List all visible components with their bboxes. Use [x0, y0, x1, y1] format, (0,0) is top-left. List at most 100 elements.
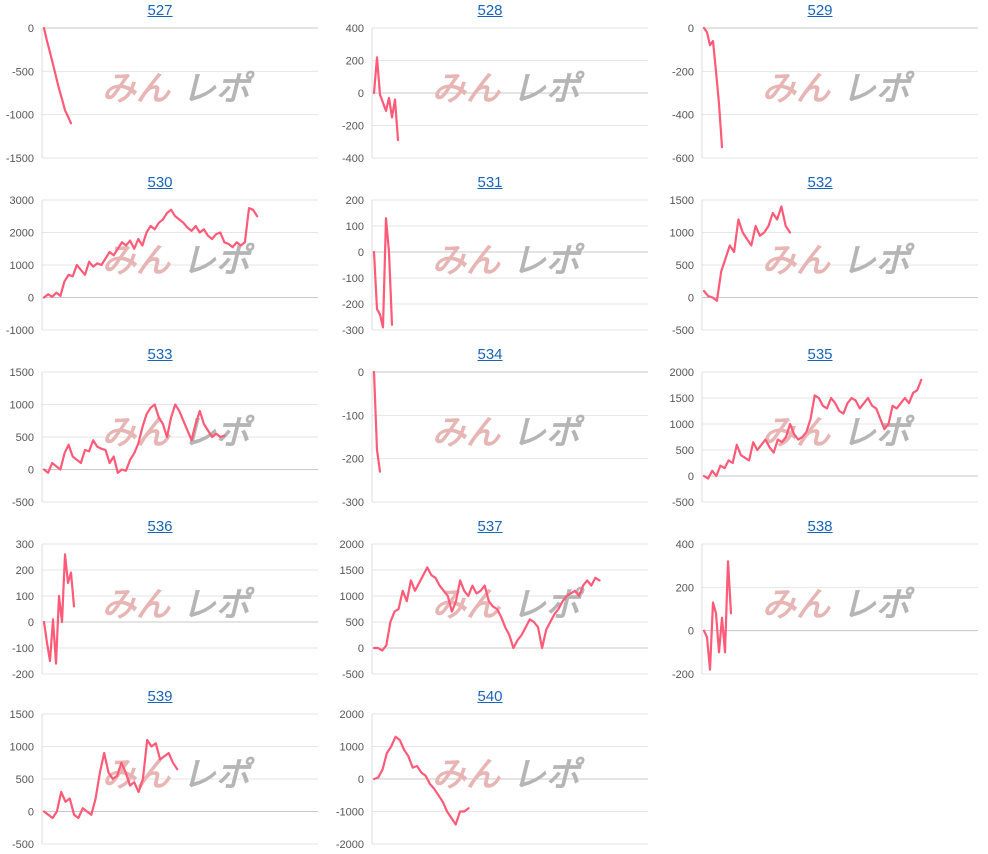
- chart-title-link[interactable]: 530: [147, 174, 173, 191]
- y-tick-label: -300: [342, 325, 364, 337]
- y-tick-label: 400: [346, 23, 364, 35]
- line-chart: 400 200 0 -200 -400 みん レポ: [342, 23, 648, 165]
- y-tick-label: 2000: [670, 367, 694, 379]
- line-chart: 2000 1500 1000 500 0 -500 みん レポ: [670, 367, 978, 509]
- svg-text:レポ: レポ: [182, 241, 255, 281]
- y-tick-label: 500: [676, 445, 694, 457]
- y-tick-label: 200: [346, 56, 364, 68]
- chart-title-link[interactable]: 539: [147, 688, 173, 705]
- chart-title-link[interactable]: 537: [477, 518, 503, 535]
- series-line: [42, 206, 259, 299]
- chart-title-link[interactable]: 531: [477, 174, 503, 191]
- chart-panel-531: 531 200 100 0 -100 -200 -300 みん レポ: [330, 172, 650, 340]
- series-line: [42, 738, 179, 820]
- y-tick-label: 1500: [340, 565, 364, 577]
- chart-title-link[interactable]: 534: [477, 346, 503, 363]
- y-tick-label: -400: [342, 153, 364, 165]
- line-chart: 1500 1000 500 0 -500 みん レポ: [670, 195, 978, 337]
- chart-title-link[interactable]: 535: [807, 346, 833, 363]
- y-tick-label: 200: [676, 582, 694, 594]
- y-tick-label: 200: [16, 565, 34, 577]
- y-tick-label: -200: [342, 299, 364, 311]
- y-tick-label: -200: [672, 66, 694, 78]
- y-tick-label: 0: [358, 643, 364, 655]
- y-tick-label: 0: [358, 774, 364, 786]
- y-tick-label: 1000: [10, 260, 34, 272]
- watermark-logo: みん レポ: [762, 585, 915, 625]
- chart-panel-537: 537 2000 1500 1000 500 0 -500 みん レポ: [330, 516, 650, 684]
- y-tick-label: 0: [688, 23, 694, 35]
- y-tick-label: -200: [342, 121, 364, 133]
- chart-panel-535: 535 2000 1500 1000 500 0 -500 みん レポ: [660, 344, 980, 512]
- y-tick-label: 0: [358, 88, 364, 100]
- y-tick-label: -500: [12, 66, 34, 78]
- svg-text:みん: みん: [432, 241, 501, 281]
- y-tick-label: -500: [672, 497, 694, 509]
- svg-text:レポ: レポ: [182, 69, 255, 109]
- chart-panel-532: 532 1500 1000 500 0 -500 みん レポ: [660, 172, 980, 340]
- line-chart: 0 -100 -200 -300 みん レポ: [342, 367, 648, 509]
- y-tick-label: 1000: [670, 228, 694, 240]
- chart-panel-536: 536 300 200 100 0 -100 -200 みん レポ: [0, 516, 320, 684]
- y-tick-label: -300: [342, 497, 364, 509]
- y-tick-label: -400: [672, 110, 694, 122]
- line-chart: 2000 1000 0 -1000 -2000 みん レポ: [336, 709, 648, 851]
- line-chart: 300 200 100 0 -100 -200 みん レポ: [12, 539, 318, 681]
- watermark-logo: みん レポ: [102, 755, 255, 795]
- y-tick-label: -2000: [336, 839, 364, 851]
- y-tick-label: 0: [28, 807, 34, 819]
- y-tick-label: 1000: [10, 742, 34, 754]
- chart-panel-534: 534 0 -100 -200 -300 みん レポ: [330, 344, 650, 512]
- watermark-logo: みん レポ: [432, 413, 585, 453]
- y-tick-label: 1500: [10, 367, 34, 379]
- y-tick-label: -500: [12, 839, 34, 851]
- y-tick-label: 0: [28, 23, 34, 35]
- y-tick-label: -600: [672, 153, 694, 165]
- y-tick-label: 0: [28, 617, 34, 629]
- chart-title-link[interactable]: 529: [807, 2, 833, 19]
- svg-text:みん: みん: [762, 69, 831, 109]
- y-tick-label: 500: [16, 774, 34, 786]
- series-line: [372, 566, 601, 652]
- y-tick-label: -100: [12, 643, 34, 655]
- y-tick-label: 1500: [10, 709, 34, 721]
- chart-title-link[interactable]: 532: [807, 174, 833, 191]
- series-line: [42, 403, 226, 474]
- line-chart: 1500 1000 500 0 -500 みん レポ: [10, 709, 318, 851]
- y-tick-label: 3000: [10, 195, 34, 207]
- y-tick-label: 1500: [670, 393, 694, 405]
- chart-title-link[interactable]: 536: [147, 518, 173, 535]
- chart-panel-530: 530 3000 2000 1000 0 -1000 みん レポ: [0, 172, 320, 340]
- y-tick-label: 1000: [10, 400, 34, 412]
- svg-text:みん: みん: [102, 585, 171, 625]
- series-line: [372, 370, 382, 473]
- svg-text:みん: みん: [762, 241, 831, 281]
- svg-text:みん: みん: [762, 585, 831, 625]
- chart-title-link[interactable]: 538: [807, 518, 833, 535]
- y-tick-label: 0: [688, 471, 694, 483]
- y-tick-label: 0: [688, 293, 694, 305]
- chart-title-link[interactable]: 528: [477, 2, 503, 19]
- line-chart: 1500 1000 500 0 -500 みん レポ: [10, 367, 318, 509]
- y-tick-label: 2000: [340, 539, 364, 551]
- series-line: [702, 378, 923, 480]
- chart-title-link[interactable]: 527: [147, 2, 173, 19]
- line-chart: 3000 2000 1000 0 -1000 みん レポ: [6, 195, 318, 337]
- svg-text:みん: みん: [432, 413, 501, 453]
- y-tick-label: 0: [28, 465, 34, 477]
- y-tick-label: -1000: [6, 110, 34, 122]
- svg-text:みん: みん: [432, 69, 501, 109]
- y-tick-label: 1000: [340, 591, 364, 603]
- series-line: [372, 56, 400, 142]
- watermark-logo: みん レポ: [762, 241, 915, 281]
- y-tick-label: -100: [342, 273, 364, 285]
- chart-title-link[interactable]: 533: [147, 346, 173, 363]
- y-tick-label: -1000: [336, 807, 364, 819]
- chart-panel-529: 529 0 -200 -400 -600 みん レポ: [660, 0, 980, 168]
- y-tick-label: 200: [346, 195, 364, 207]
- chart-title-link[interactable]: 540: [477, 688, 503, 705]
- y-tick-label: 0: [358, 247, 364, 259]
- y-tick-label: 500: [346, 617, 364, 629]
- y-tick-label: 0: [28, 293, 34, 305]
- y-tick-label: 1500: [670, 195, 694, 207]
